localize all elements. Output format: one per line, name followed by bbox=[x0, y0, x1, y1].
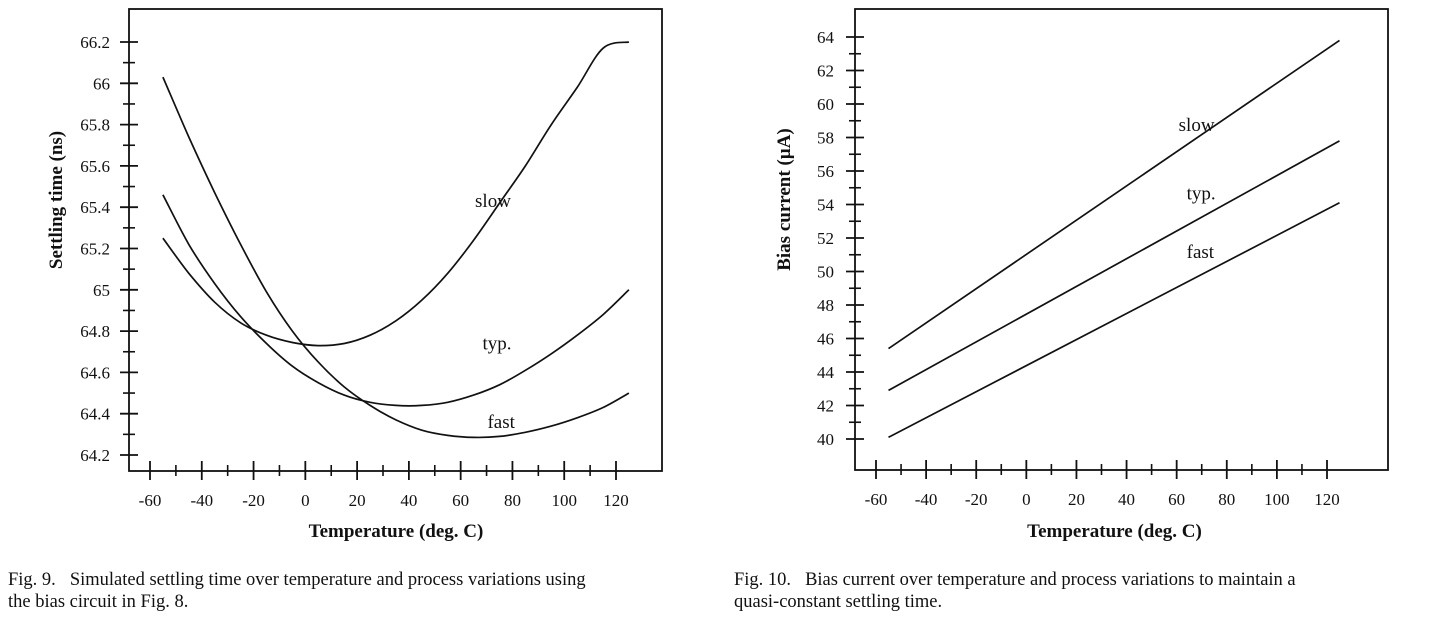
bias-x-tick-label: 60 bbox=[1168, 490, 1185, 509]
bias-x-tick-label: 20 bbox=[1068, 490, 1085, 509]
fig10-caption-number: Fig. 10. bbox=[734, 570, 792, 590]
settling-series-slow-line bbox=[162, 41, 630, 347]
bias-y-tick-label: 42 bbox=[817, 397, 834, 416]
bias-y-tick-label: 48 bbox=[817, 296, 834, 315]
bias-y-tick-label: 46 bbox=[817, 330, 834, 349]
bias-series-fast-label: fast bbox=[1187, 242, 1215, 263]
bias-current-chart: 40 42 44 46 48 50 52 54 56 58 60 62 64 -60 -40 -20 0 20 40… bbox=[774, 8, 1389, 542]
settling-y-tick-label: 66.2 bbox=[80, 33, 110, 52]
bias-y-tick-label: 64 bbox=[817, 28, 835, 47]
bias-x-tick-label: 0 bbox=[1022, 490, 1031, 509]
bias-y-tick-label: 40 bbox=[817, 430, 834, 449]
bias-y-tick-label: 52 bbox=[817, 229, 834, 248]
bias-plot-frame bbox=[854, 8, 1389, 471]
bias-y-tick-label: 60 bbox=[817, 95, 834, 114]
settling-y-tick-label: 65.2 bbox=[80, 240, 110, 259]
bias-series-typ-label: typ. bbox=[1187, 183, 1216, 204]
settling-x-tick-label: 100 bbox=[551, 491, 577, 510]
settling-x-tick-label: 60 bbox=[452, 491, 469, 510]
settling-x-tick-label: -40 bbox=[190, 491, 213, 510]
bias-x-tick-label: 100 bbox=[1264, 490, 1290, 509]
bias-y-tick-label: 50 bbox=[817, 263, 834, 282]
bias-series-fast-line bbox=[888, 202, 1340, 439]
settling-series-slow-label: slow bbox=[475, 191, 511, 212]
settling-y-tick-label: 64.6 bbox=[80, 363, 110, 382]
bias-y-tick-label: 54 bbox=[817, 196, 835, 215]
fig10-caption-line2: quasi-constant settling time. bbox=[734, 592, 943, 612]
settling-y-tick-label: 65.6 bbox=[80, 157, 110, 176]
settling-y-tick-label: 65 bbox=[93, 281, 110, 300]
bias-y-axis-title: Bias current (µA) bbox=[774, 128, 795, 271]
bias-x-tick-label: -60 bbox=[865, 490, 888, 509]
bias-y-tick-label: 56 bbox=[817, 162, 834, 181]
settling-x-tick-label: 40 bbox=[400, 491, 417, 510]
settling-y-tick-label: 64.8 bbox=[80, 322, 110, 341]
fig10-caption: Fig. 10. Bias current over temperature an… bbox=[734, 569, 1439, 613]
fig9-caption-line2: the bias circuit in Fig. 8. bbox=[8, 592, 189, 612]
settling-y-tick-label: 65.8 bbox=[80, 116, 110, 135]
bias-x-tick-label: 120 bbox=[1314, 490, 1340, 509]
fig9-caption-text: Simulated settling time over temperature… bbox=[69, 570, 586, 590]
settling-series-fast-label: fast bbox=[487, 412, 515, 433]
settling-x-axis-title: Temperature (deg. C) bbox=[309, 521, 484, 542]
settling-x-tick-label: 80 bbox=[504, 491, 521, 510]
settling-x-tick-label: -60 bbox=[139, 491, 162, 510]
settling-x-tick-label: 20 bbox=[349, 491, 366, 510]
bias-x-axis-title: Temperature (deg. C) bbox=[1027, 521, 1202, 542]
bias-y-tick-label: 58 bbox=[817, 129, 834, 148]
settling-x-tick-label: 120 bbox=[603, 491, 629, 510]
bias-series-slow-line bbox=[888, 39, 1340, 350]
bias-x-tick-label: -20 bbox=[965, 490, 988, 509]
bias-series-typ-line bbox=[888, 140, 1340, 392]
bias-x-tick-label: -40 bbox=[915, 490, 938, 509]
bias-y-tick-label: 44 bbox=[817, 363, 835, 382]
fig10-caption-text: Bias current over temperature and proces… bbox=[805, 570, 1296, 590]
fig9-caption-number: Fig. 9. bbox=[8, 570, 56, 590]
bias-x-tick-label: 40 bbox=[1118, 490, 1135, 509]
bias-series-slow-label: slow bbox=[1179, 115, 1215, 136]
settling-x-tick-label: -20 bbox=[242, 491, 265, 510]
settling-y-tick-label: 66 bbox=[93, 74, 110, 93]
bias-y-tick-label: 62 bbox=[817, 62, 834, 81]
settling-series-fast-line bbox=[162, 76, 630, 439]
fig9-caption: Fig. 9. Simulated settling time over temp… bbox=[8, 569, 713, 613]
settling-x-tick-label: 0 bbox=[301, 491, 310, 510]
settling-y-tick-label: 64.4 bbox=[80, 405, 110, 424]
settling-y-tick-label: 65.4 bbox=[80, 198, 110, 217]
settling-y-tick-label: 64.2 bbox=[80, 446, 110, 465]
bias-x-tick-label: 80 bbox=[1218, 490, 1235, 509]
settling-time-chart: 64.2 64.4 64.6 64.8 65 65.2 65.4 65.6 65.8 66 66.2… bbox=[46, 8, 663, 542]
settling-series-typ-label: typ. bbox=[482, 334, 511, 355]
settling-y-axis-title: Settling time (ns) bbox=[46, 131, 67, 269]
settling-series-typ-line bbox=[162, 194, 630, 407]
settling-plot-frame bbox=[128, 8, 663, 472]
